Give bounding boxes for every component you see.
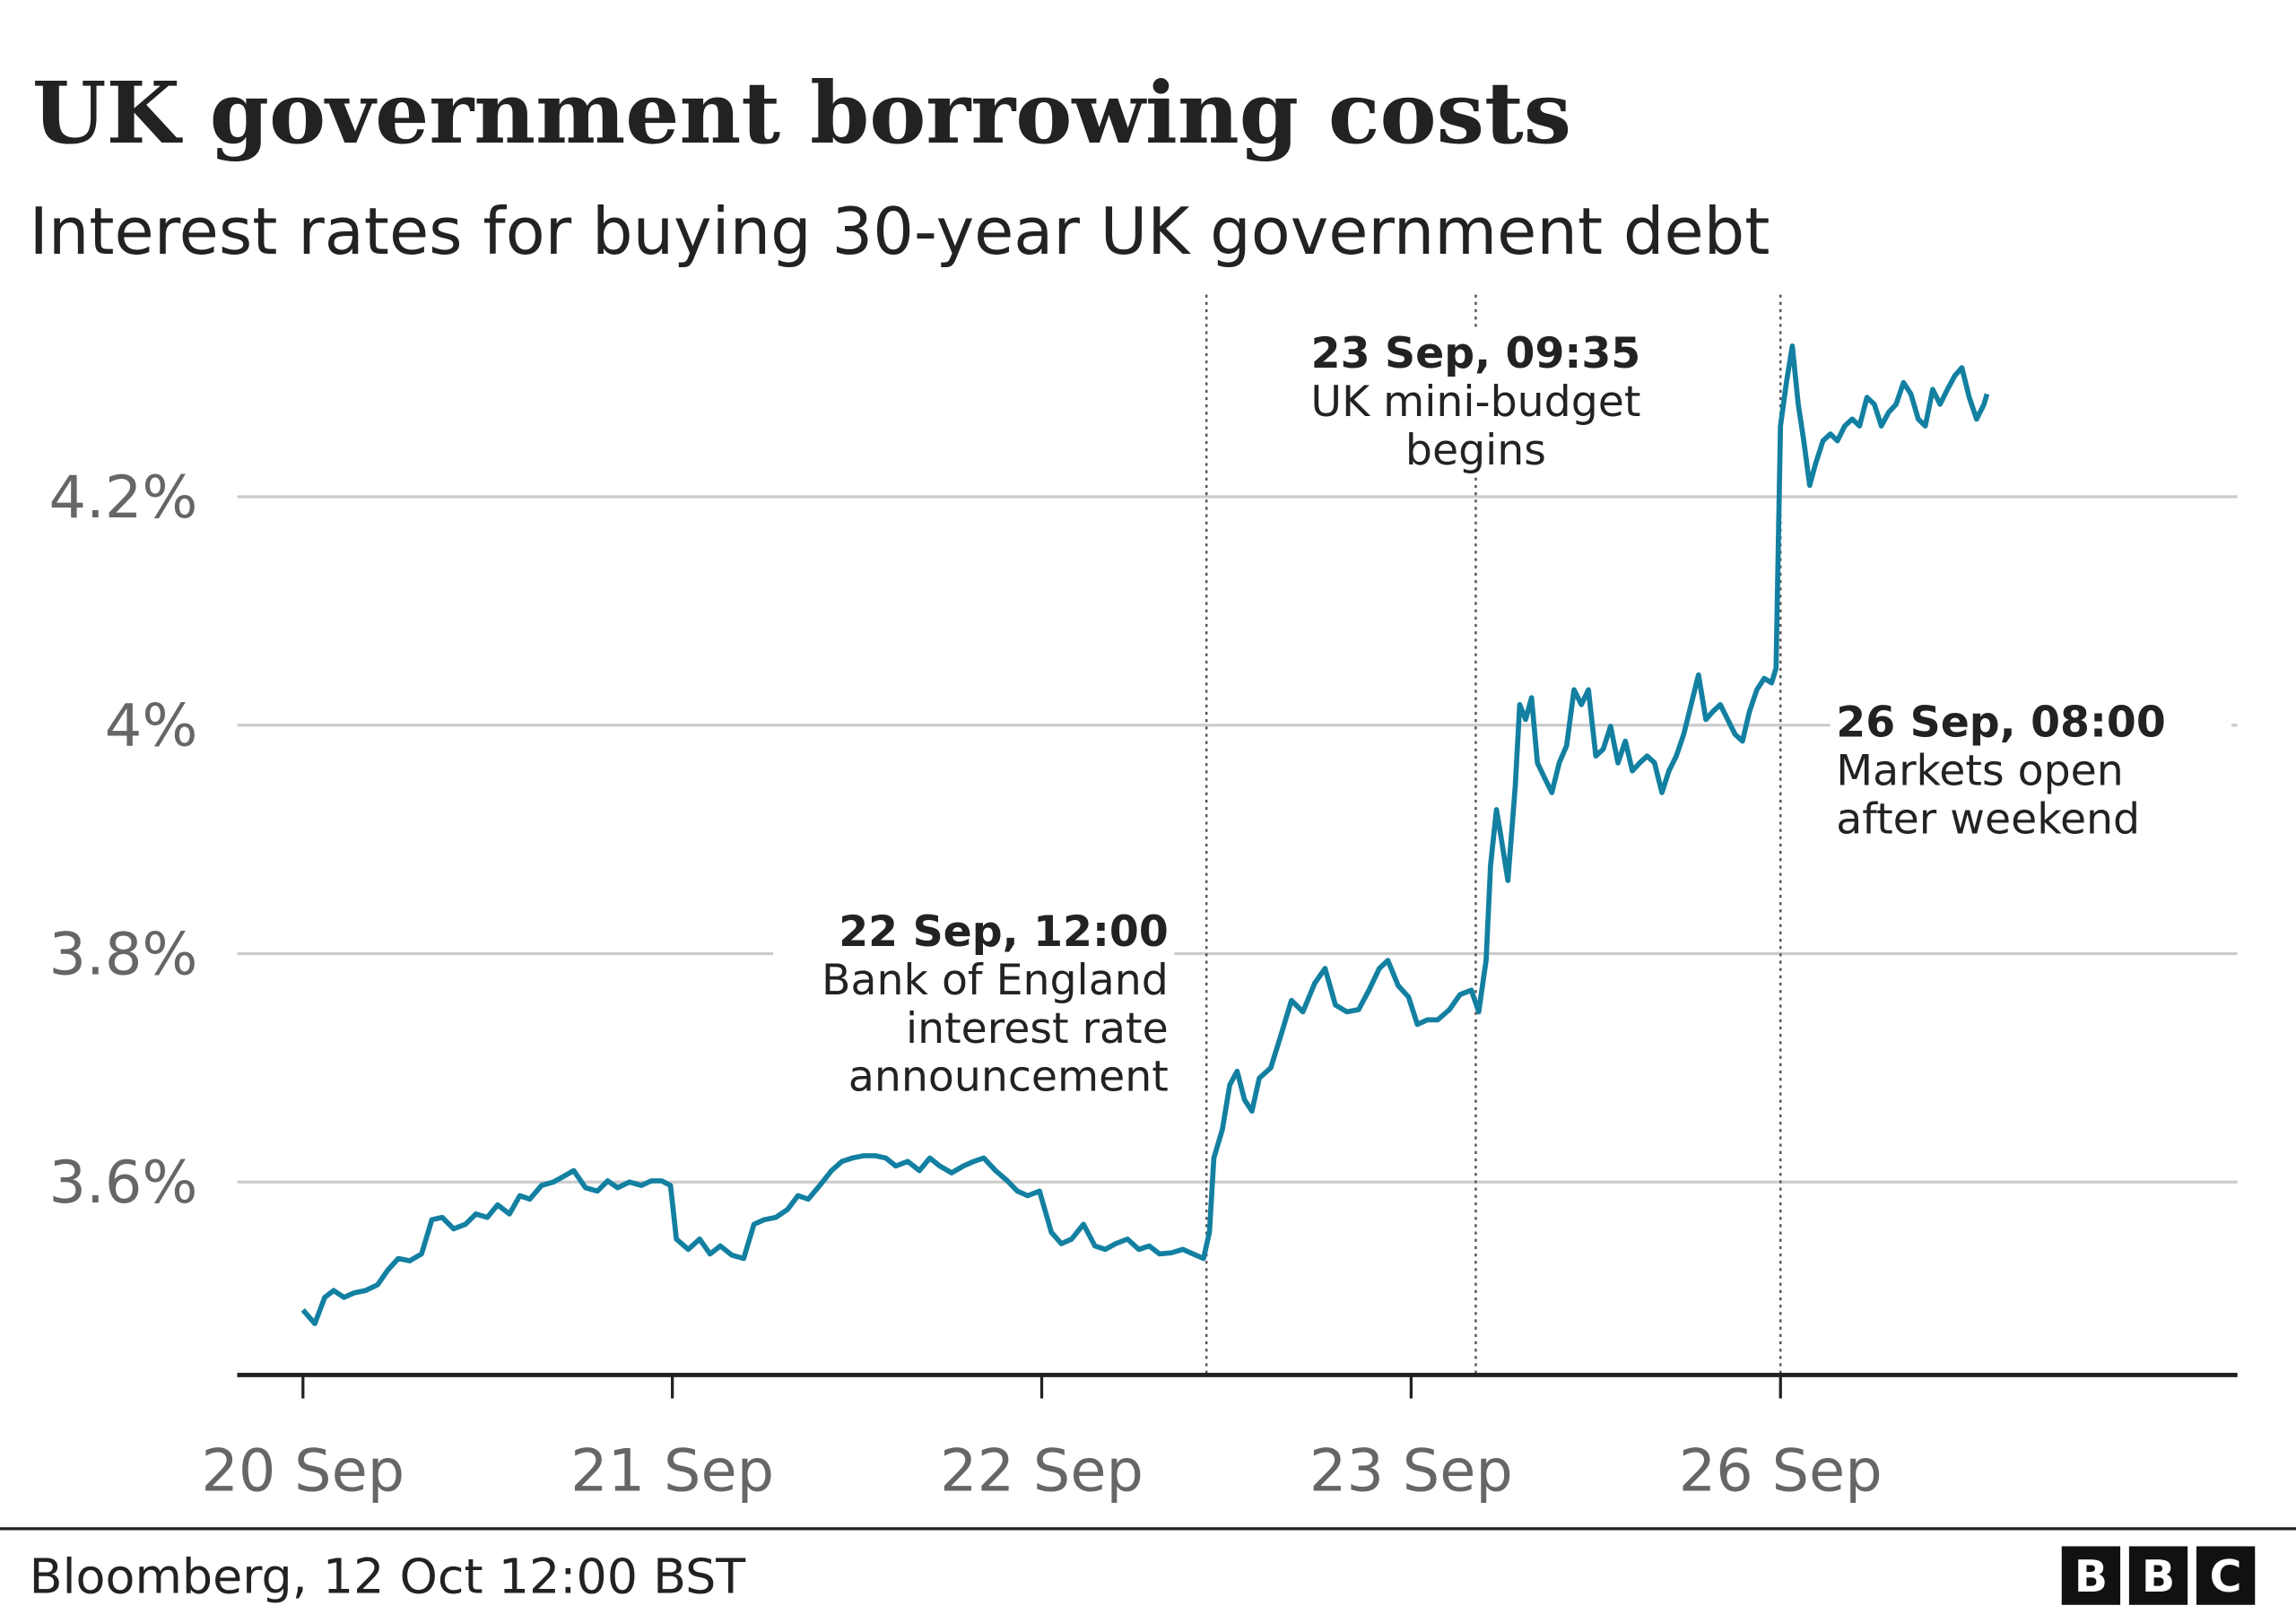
annotation-text: announcement <box>848 1053 1169 1102</box>
annotation-text: interest rate <box>906 1004 1169 1054</box>
x-tick-label: 26 Sep <box>1679 1436 1883 1505</box>
annotation-bg <box>1830 695 2232 847</box>
annotation-text: begins <box>1405 426 1546 475</box>
source: Bloomberg, 12 Oct 12:00 BST <box>30 1549 747 1605</box>
annotation-title: 22 Sep, 12:00 <box>839 907 1169 957</box>
logo-letter: B <box>2074 1551 2108 1602</box>
logo-block <box>2196 1546 2256 1605</box>
logo-letter: B <box>2142 1551 2175 1602</box>
annotation-text: Bank of England <box>822 956 1169 1005</box>
y-tick-label: 4% <box>105 692 198 760</box>
x-tick-label: 22 Sep <box>940 1436 1144 1505</box>
logo-block <box>2061 1546 2121 1605</box>
annotation-text: after weekend <box>1836 794 2140 844</box>
y-tick-label: 4.2% <box>49 464 198 532</box>
annotation-text: UK mini-budget <box>1310 377 1640 427</box>
logo-block <box>2128 1546 2188 1605</box>
data-line <box>300 343 1990 1327</box>
chart-subtitle: Interest rates for buying 30-year UK gov… <box>30 194 1770 269</box>
y-tick-label: 3.6% <box>49 1149 198 1217</box>
chart-title: UK government borrowing costs <box>32 64 1571 163</box>
logo-letter: C <box>2210 1551 2242 1602</box>
x-tick-label: 23 Sep <box>1309 1436 1513 1505</box>
x-tick-label: 20 Sep <box>201 1436 404 1505</box>
annotation-bg <box>1278 326 1680 478</box>
annotation-title: 23 Sep, 09:35 <box>1311 329 1641 378</box>
y-tick-label: 3.8% <box>49 920 198 988</box>
annotation-bg <box>772 905 1175 1105</box>
annotation-text: Markets open <box>1836 747 2124 796</box>
annotation-title: 26 Sep, 08:00 <box>1836 699 2166 748</box>
x-tick-label: 21 Sep <box>570 1436 774 1505</box>
